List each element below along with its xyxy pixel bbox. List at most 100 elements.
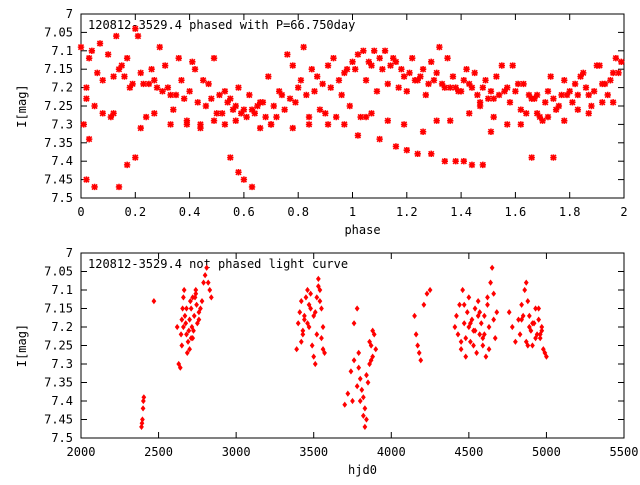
unphased-data-point <box>194 320 200 327</box>
unphased-data-point <box>302 316 307 323</box>
unphased-data-point <box>520 312 526 319</box>
phased-data-point <box>346 102 353 110</box>
phased-x-tick-label: 1.4 <box>450 205 472 219</box>
unphased-data-point <box>523 338 529 345</box>
phased-data-point <box>368 62 375 69</box>
unphased-data-point <box>455 331 461 338</box>
unphased-data-point <box>187 346 192 353</box>
unphased-data-point <box>357 397 363 405</box>
phased-data-point <box>517 106 525 113</box>
phased-x-tick-label: 0.6 <box>233 205 255 219</box>
unphased-data-point <box>312 360 318 368</box>
phased-data-point <box>305 121 313 128</box>
unphased-data-point <box>312 309 318 316</box>
unphased-data-point <box>309 342 315 349</box>
unphased-data-point <box>463 335 469 342</box>
phased-data-point <box>395 84 402 91</box>
phased-data-point <box>221 88 229 95</box>
phased-data-point <box>94 69 101 77</box>
unphased-data-point <box>141 394 147 401</box>
phased-data-point <box>514 80 522 88</box>
unphased-data-point <box>187 298 193 305</box>
unphased-data-point <box>481 331 487 338</box>
phased-data-point <box>240 106 248 113</box>
phased-data-point <box>357 113 364 121</box>
unphased-data-point <box>179 316 185 323</box>
phased-data-point <box>585 91 592 99</box>
unphased-data-point <box>509 323 515 331</box>
unphased-data-point <box>351 320 357 327</box>
phased-data-point <box>390 54 397 62</box>
phased-data-point <box>292 99 299 106</box>
phased-data-point <box>512 88 519 95</box>
unphased-data-point <box>461 320 467 327</box>
phased-data-point <box>501 88 508 95</box>
phased-data-point <box>574 106 582 113</box>
phased-data-point <box>289 62 296 69</box>
phased-data-point <box>107 113 115 121</box>
phased-data-point <box>487 128 495 135</box>
phased-data-point <box>354 132 362 139</box>
unphased-data-point <box>174 323 180 331</box>
phased-data-point <box>129 80 136 88</box>
phased-data-point <box>142 113 150 121</box>
unphased-data-point <box>373 346 379 353</box>
phased-data-point <box>156 43 163 51</box>
phased-data-point <box>324 62 332 69</box>
unphased-data-point <box>305 286 310 294</box>
unphased-data-point <box>348 368 354 375</box>
phased-data-point <box>341 121 348 128</box>
phased-data-point <box>441 158 449 165</box>
phased-data-point <box>523 110 530 117</box>
phased-data-point <box>118 62 125 69</box>
unphased-data-point <box>320 323 326 331</box>
unphased-y-tick-label: 7.5 <box>51 431 73 445</box>
unphased-data-point <box>205 279 211 286</box>
unphased-data-point <box>176 360 182 368</box>
phased-data-point <box>153 84 161 91</box>
phased-data-point <box>506 99 514 106</box>
unphased-data-point <box>350 397 355 405</box>
phased-data-point <box>392 143 400 150</box>
unphased-x-tick-label: 3000 <box>222 445 251 459</box>
phased-data-point <box>227 95 234 102</box>
phased-y-tick-label: 7.25 <box>44 99 73 113</box>
unphased-data-point <box>477 331 483 338</box>
unphased-data-point <box>308 305 313 312</box>
unphased-data-point <box>368 342 374 349</box>
phased-x-tick-label: 1 <box>349 205 356 219</box>
phased-data-point <box>574 91 582 99</box>
phased-data-point <box>544 88 552 95</box>
phased-data-point <box>596 62 603 69</box>
unphased-x-tick-label: 4000 <box>377 445 406 459</box>
unphased-data-point <box>356 364 362 371</box>
phased-data-point <box>83 95 90 102</box>
phased-data-point <box>330 54 337 62</box>
unphased-data-point <box>494 309 500 316</box>
unphased-data-point <box>461 301 467 308</box>
phased-data-point <box>205 80 212 88</box>
phased-data-point <box>419 128 427 135</box>
phased-data-point <box>447 84 454 91</box>
phased-data-point <box>189 58 196 66</box>
phased-data-point <box>322 110 329 117</box>
phased-y-tick-label: 7.3 <box>51 117 73 131</box>
unphased-data-point <box>306 323 312 331</box>
phased-x-tick-label: 2 <box>620 205 627 219</box>
phased-x-tick-label: 0.2 <box>124 205 146 219</box>
phased-data-point <box>335 77 343 84</box>
unphased-data-point <box>185 338 191 345</box>
unphased-data-point <box>531 320 537 327</box>
unphased-data-point <box>486 323 492 331</box>
phased-data-point <box>186 88 193 95</box>
phased-y-tick-label: 7.1 <box>51 44 73 58</box>
phased-data-point <box>235 84 242 91</box>
unphased-y-tick-label: 7.2 <box>51 320 73 334</box>
phased-data-point <box>419 66 427 73</box>
phased-data-point <box>452 84 459 91</box>
phased-data-point <box>88 47 96 54</box>
phased-data-point <box>476 99 484 106</box>
phased-data-point <box>80 121 87 128</box>
unphased-data-point <box>471 342 476 349</box>
unphased-data-point <box>354 305 360 312</box>
